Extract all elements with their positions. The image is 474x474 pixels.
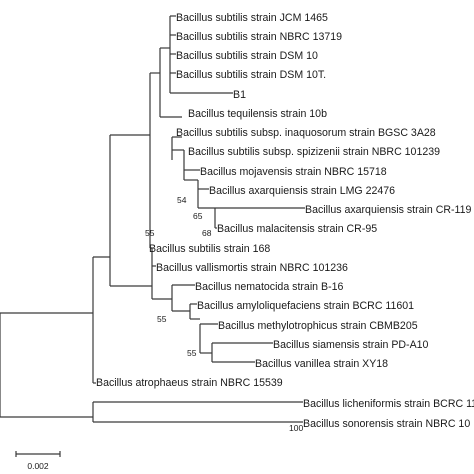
bootstrap-value: 65 [193,211,203,221]
tip-label-21: Bacillus licheniformis strain BCRC 11702 [303,398,474,410]
tip-label-17: Bacillus methylotrophicus strain CBMB205 [218,320,418,332]
bootstrap-values: 54 65 68 55 55 55 100 [145,195,303,433]
tip-label-7: Bacillus subtilis subsp. inaquosorum str… [176,127,436,139]
tip-label-18: Bacillus siamensis strain PD-A10 [273,339,429,351]
tip-label-9: Bacillus mojavensis strain NBRC 15718 [200,166,387,178]
tip-label-22: Bacillus sonorensis strain NBRC 10 [303,418,470,430]
bootstrap-value: 54 [177,195,187,205]
tip-label-16: Bacillus amyloliquefaciens strain BCRC 1… [197,300,414,312]
tip-label-10: Bacillus axarquiensis strain LMG 22476 [209,185,395,197]
tip-label-12: Bacillus malacitensis strain CR-95 [217,223,377,235]
tip-label-8: Bacillus subtilis subsp. spizizenii stra… [188,146,440,158]
tip-label-6: Bacillus tequilensis strain 10b [188,108,327,120]
tree-branches [0,15,305,423]
scale-bar: 0.002 [15,451,61,471]
tip-labels: Bacillus subtilis strain JCM 1465 Bacill… [96,12,474,430]
scale-bar-label: 0.002 [27,461,49,471]
tip-label-15: Bacillus nematocida strain B-16 [195,281,343,293]
tip-label-5: B1 [233,89,246,101]
bootstrap-value: 55 [157,314,167,324]
tip-label-20: Bacillus atrophaeus strain NBRC 15539 [96,377,283,389]
bootstrap-value: 55 [187,348,197,358]
tip-label-2: Bacillus subtilis strain NBRC 13719 [176,31,342,43]
tip-label-4: Bacillus subtilis strain DSM 10T. [176,69,326,81]
tip-label-1: Bacillus subtilis strain JCM 1465 [176,12,328,24]
tip-label-13: Bacillus subtilis strain 168 [149,243,270,255]
tip-label-11: Bacillus axarquiensis strain CR-119 [305,204,472,216]
tip-label-14: Bacillus vallismortis strain NBRC 101236 [156,262,348,274]
bootstrap-value: 55 [145,228,155,238]
tip-label-3: Bacillus subtilis strain DSM 10 [176,50,318,62]
bootstrap-value: 100 [289,423,303,433]
tip-label-19: Bacillus vanillea strain XY18 [255,358,388,370]
bootstrap-value: 68 [202,228,212,238]
